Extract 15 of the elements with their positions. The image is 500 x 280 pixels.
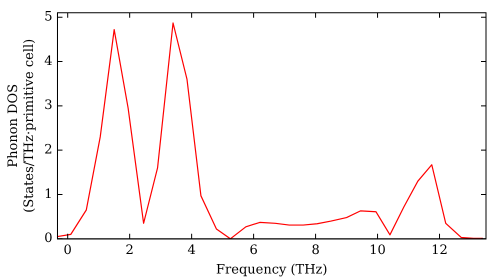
x-tick-label: 2 (126, 242, 134, 258)
x-tick-label: 4 (187, 242, 196, 258)
y-tick-label: 0 (44, 231, 52, 246)
x-tick-label: 0 (64, 242, 72, 258)
x-tick-label: 12 (431, 242, 448, 258)
y-tick-label: 5 (44, 10, 52, 25)
y-tick-label: 1 (44, 186, 52, 202)
x-axis-title: Frequency (THz) (216, 262, 328, 278)
x-tick-label: 10 (369, 242, 386, 258)
x-tick-label: 6 (249, 242, 258, 258)
x-tick-label: 8 (311, 242, 320, 258)
y-tick-label: 2 (44, 142, 52, 158)
y-axis-title: Phonon DOS (States/THz·primitive cell) (6, 38, 37, 213)
y-tick-label: 3 (44, 98, 52, 114)
y-tick-label: 4 (44, 54, 52, 69)
